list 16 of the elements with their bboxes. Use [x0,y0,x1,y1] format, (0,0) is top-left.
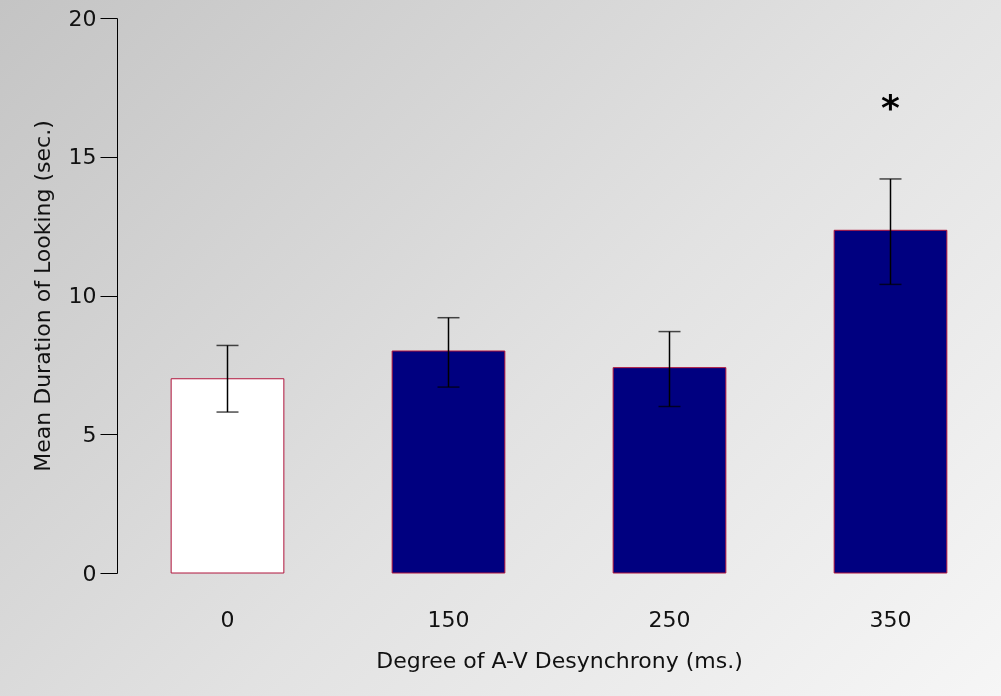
bar [833,229,948,574]
y-tick-label: 10 [68,283,97,308]
x-tick-label: 0 [220,606,235,632]
y-tick-label: 0 [82,560,97,586]
y-tick-label: 15 [68,144,97,170]
x-tick-label: 350 [869,606,912,632]
x-axis-title: Degree of A-V Desynchrony (ms.) [376,647,743,673]
y-tick-label: 5 [82,421,97,447]
x-tick-label: 250 [648,606,691,632]
annotation: * [881,86,901,128]
y-tick-label: 20 [68,5,97,31]
bar [170,378,285,574]
y-axis-title: Mean Duration of Looking (sec.) [29,120,55,472]
bar [391,350,506,574]
x-tick-label: 150 [427,606,470,632]
bar [612,367,727,574]
